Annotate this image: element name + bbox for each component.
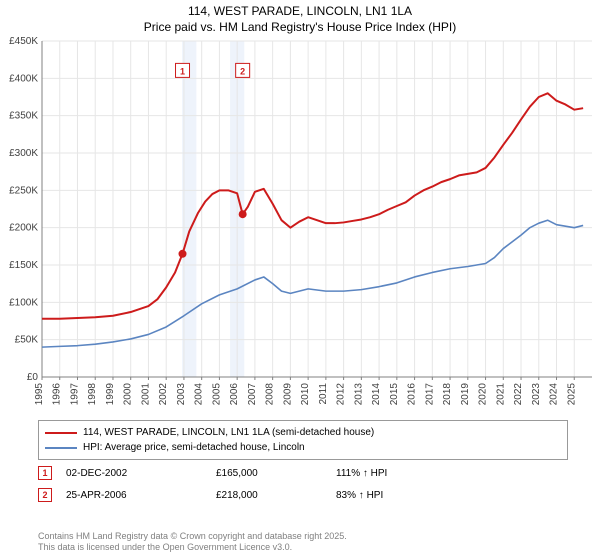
svg-text:2002: 2002 [158,383,169,406]
svg-text:2010: 2010 [300,383,311,406]
title-line2: Price paid vs. HM Land Registry's House … [0,20,600,36]
svg-text:2011: 2011 [318,383,329,405]
svg-text:£0: £0 [27,372,39,383]
svg-text:1: 1 [180,67,185,77]
svg-text:2: 2 [240,67,245,77]
svg-text:£150K: £150K [9,260,38,271]
svg-text:2000: 2000 [123,383,134,406]
svg-text:2005: 2005 [211,383,222,406]
legend-item: HPI: Average price, semi-detached house,… [45,440,561,455]
chart-area: £0 £50K £100K £150K £200K £250K £300K £350K £400… [0,37,600,417]
svg-text:2018: 2018 [442,383,453,406]
svg-text:1995: 1995 [34,383,45,406]
svg-text:1999: 1999 [105,383,116,406]
series-line [42,93,583,318]
svg-text:2006: 2006 [229,383,240,406]
series-line [42,220,583,347]
svg-text:£400K: £400K [9,74,38,85]
title-line1: 114, WEST PARADE, LINCOLN, LN1 1LA [0,4,600,20]
svg-text:2008: 2008 [265,383,276,406]
svg-text:2015: 2015 [389,383,400,406]
legend-swatch [45,432,77,434]
data-marker: 2 [38,488,52,502]
svg-text:2020: 2020 [478,383,489,406]
data-date: 25-APR-2006 [66,490,216,501]
legend-label: 114, WEST PARADE, LINCOLN, LN1 1LA (semi… [83,425,374,440]
svg-text:2013: 2013 [353,383,364,406]
svg-text:1996: 1996 [52,383,63,406]
svg-text:£300K: £300K [9,148,38,159]
svg-text:2004: 2004 [194,383,205,406]
svg-text:2023: 2023 [531,383,542,406]
svg-text:1998: 1998 [87,383,98,406]
svg-text:2016: 2016 [407,383,418,406]
data-row: 1 02-DEC-2002£165,000111% ↑ HPI [38,462,568,484]
svg-text:1997: 1997 [69,383,80,406]
svg-text:£250K: £250K [9,186,38,197]
svg-text:2012: 2012 [336,383,347,406]
svg-text:2019: 2019 [460,383,471,406]
data-table: 1 02-DEC-2002£165,000111% ↑ HPI 2 25-APR-20… [38,462,568,506]
svg-text:2014: 2014 [371,383,382,406]
svg-text:2017: 2017 [424,383,435,406]
legend-item: 114, WEST PARADE, LINCOLN, LN1 1LA (semi… [45,425,561,440]
data-price: £218,000 [216,490,336,501]
footer-attribution: Contains HM Land Registry data © Crown c… [38,531,347,554]
svg-text:2024: 2024 [549,383,560,406]
svg-text:2022: 2022 [513,383,524,406]
svg-text:2021: 2021 [495,383,506,406]
legend-label: HPI: Average price, semi-detached house,… [83,440,305,455]
chart-title: 114, WEST PARADE, LINCOLN, LN1 1LA Price… [0,0,600,37]
legend-swatch [45,447,77,449]
svg-text:2003: 2003 [176,383,187,406]
data-change: 111% ↑ HPI [336,468,456,479]
data-date: 02-DEC-2002 [66,468,216,479]
svg-text:£200K: £200K [9,223,38,234]
svg-text:2009: 2009 [282,383,293,406]
legend: 114, WEST PARADE, LINCOLN, LN1 1LA (semi… [38,420,568,460]
footer-line1: Contains HM Land Registry data © Crown c… [38,531,347,543]
data-marker: 1 [38,466,52,480]
svg-text:£100K: £100K [9,298,38,309]
svg-text:£50K: £50K [15,335,39,346]
footer-line2: This data is licensed under the Open Gov… [38,542,347,554]
line-chart: £0 £50K £100K £150K £200K £250K £300K £350K £400… [0,37,600,417]
svg-text:£350K: £350K [9,111,38,122]
data-row: 2 25-APR-2006£218,00083% ↑ HPI [38,484,568,506]
svg-text:£450K: £450K [9,37,38,47]
svg-text:2001: 2001 [140,383,151,406]
svg-text:2007: 2007 [247,383,258,406]
data-change: 83% ↑ HPI [336,490,456,501]
svg-text:2025: 2025 [566,383,577,406]
data-price: £165,000 [216,468,336,479]
